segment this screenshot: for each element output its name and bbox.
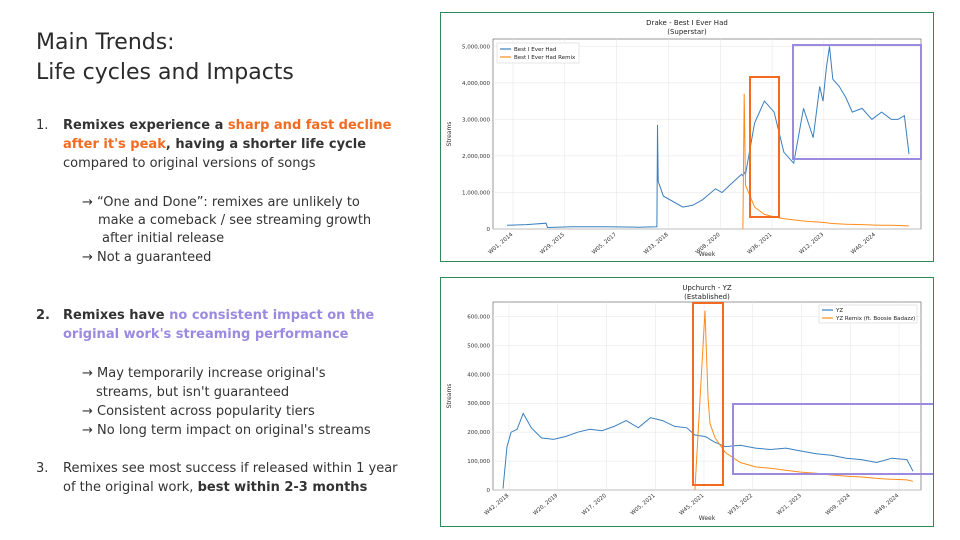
y-tick-label: 3,000,000 [462, 117, 490, 123]
y-tick-label: 5,000,000 [462, 44, 490, 50]
x-tick-label: W01, 2014 [487, 232, 514, 256]
point-1-mid: , having a shorter life cycle [165, 137, 367, 152]
x-tick-label: W05, 2021 [630, 493, 657, 517]
x-tick-label: W21, 2023 [776, 493, 803, 517]
point-2-sub-2: streams, but isn't guaranteed [96, 385, 290, 400]
x-tick-label: W49, 2024 [874, 493, 901, 517]
slide-title: Main Trends: Life cycles and Impacts [36, 28, 294, 88]
chart-upchurch-frame: Upchurch - YZ (Established) 0 100,000 200,… [440, 277, 934, 527]
x-tick-label: W09, 2024 [825, 493, 852, 517]
x-tick-label: W40, 2024 [850, 232, 877, 256]
point-1-sub-3: after initial release [102, 231, 225, 246]
chart-drake-x-ticks: W01, 2014 W29, 2015 W05, 2017 W33, 2018 W08,… [487, 232, 877, 256]
y-tick-label: 1,000,000 [462, 190, 490, 196]
chart-upchurch: Upchurch - YZ (Established) 0 100,000 200,… [446, 284, 933, 522]
x-tick-label: W17, 2020 [581, 493, 608, 517]
point-1: Remixes experience a sharp and fast decl… [63, 116, 423, 173]
chart-upchurch-subtitle: (Established) [684, 293, 730, 301]
y-tick-label: 0 [487, 227, 491, 233]
y-tick-label: 300,000 [467, 401, 490, 407]
x-tick-label: W33, 2022 [727, 493, 754, 517]
point-2-sub-3: → Consistent across popularity tiers [82, 404, 315, 419]
x-tick-label: W42, 2018 [483, 493, 510, 517]
chart-upchurch-y-ticks: 0 100,000 200,000 300,000 400,000 500,000 600,… [467, 314, 490, 494]
chart-upchurch-highlight-remix-peak [692, 302, 724, 486]
y-tick-label: 4,000,000 [462, 81, 490, 87]
y-tick-label: 600,000 [467, 314, 490, 320]
y-tick-label: 2,000,000 [462, 154, 490, 160]
point-1-highlight-2: after it's peak [63, 137, 166, 152]
chart-drake-frame: Drake - Best I Ever Had (Superstar) 0 1,0… [440, 12, 934, 262]
point-2: Remixes have no consistent impact on the… [63, 306, 423, 344]
point-2-pre: Remixes have [63, 308, 170, 323]
chart-upchurch-legend-1: YZ [835, 308, 843, 314]
chart-upchurch-series-original [502, 412, 914, 489]
chart-drake-highlight-original [792, 44, 922, 160]
chart-upchurch-xlabel: Week [699, 515, 716, 522]
point-1-number: 1. [36, 118, 49, 133]
point-2-sub-1: → May temporarily increase original's [82, 366, 326, 381]
title-line-1: Main Trends: [36, 30, 175, 55]
chart-drake-ylabel: Streams [446, 122, 453, 147]
point-3-number: 3. [36, 461, 49, 476]
chart-drake-legend [496, 42, 580, 64]
point-1-sub-1: → “One and Done”: remixes are unlikely t… [82, 195, 360, 210]
chart-drake-y-ticks: 0 1,000,000 2,000,000 3,000,000 4,000,000 5,0… [462, 44, 491, 233]
chart-drake: Drake - Best I Ever Had (Superstar) 0 1,0… [446, 19, 922, 258]
chart-drake-legend-2: Best I Ever Had Remix [514, 55, 576, 61]
chart-upchurch-title: Upchurch - YZ [682, 284, 732, 292]
title-line-2: Life cycles and Impacts [36, 60, 294, 85]
y-tick-label: 200,000 [467, 430, 490, 436]
chart-drake-title: Drake - Best I Ever Had [646, 19, 728, 27]
x-tick-label: W33, 2018 [643, 232, 670, 256]
x-tick-label: W29, 2015 [539, 232, 566, 256]
chart-drake-plot-area [492, 38, 922, 230]
x-tick-label: W45, 2021 [679, 493, 706, 517]
y-tick-label: 500,000 [467, 343, 490, 349]
chart-upchurch-x-ticks: W42, 2018 W20, 2019 W17, 2020 W05, 2021 W45,… [483, 493, 900, 517]
point-1-line-3: compared to original versions of songs [63, 156, 316, 171]
chart-upchurch-plot-area [492, 301, 922, 491]
x-tick-label: W20, 2019 [532, 493, 559, 517]
chart-drake-legend-1: Best I Ever Had [514, 47, 556, 53]
point-2-number: 2. [36, 308, 50, 323]
point-3-line-2-pre: of the original work, [63, 480, 198, 495]
chart-upchurch-highlight-original [732, 403, 933, 475]
point-1-sub-2: make a comeback / see streaming growth [98, 213, 372, 228]
y-tick-label: 400,000 [467, 372, 490, 378]
point-1-sub-4: → Not a guaranteed [82, 250, 212, 265]
y-tick-label: 0 [487, 488, 491, 494]
chart-upchurch-series-remix [694, 310, 914, 491]
point-3-line-2-bold: best within 2-3 months [197, 480, 368, 495]
point-3: Remixes see most success if released wit… [63, 459, 433, 497]
point-1-pre: Remixes experience a [63, 118, 228, 133]
chart-upchurch-legend [818, 304, 918, 324]
point-2-highlight-2: original work's streaming performance [63, 327, 349, 342]
point-2-sub-4: → No long term impact on original's stre… [82, 423, 371, 438]
y-tick-label: 100,000 [467, 459, 490, 465]
point-3-line-1: Remixes see most success if released wit… [63, 461, 398, 476]
chart-drake-xlabel: Week [699, 251, 716, 258]
chart-upchurch-ylabel: Streams [446, 384, 453, 409]
chart-upchurch-legend-2: YZ Remix (ft. Boosie Badazz) [835, 316, 915, 322]
chart-drake-series-original [506, 46, 910, 229]
point-2-highlight-1: no consistent impact on the [169, 308, 375, 323]
x-tick-label: W12, 2023 [798, 232, 825, 256]
chart-drake-subtitle: (Superstar) [667, 28, 707, 36]
chart-drake-series-remix [742, 93, 910, 230]
point-1-highlight-1: sharp and fast decline [227, 118, 392, 133]
x-tick-label: W36, 2021 [747, 232, 774, 256]
chart-drake-highlight-remix-peak [749, 76, 780, 218]
x-tick-label: W05, 2017 [591, 232, 618, 256]
